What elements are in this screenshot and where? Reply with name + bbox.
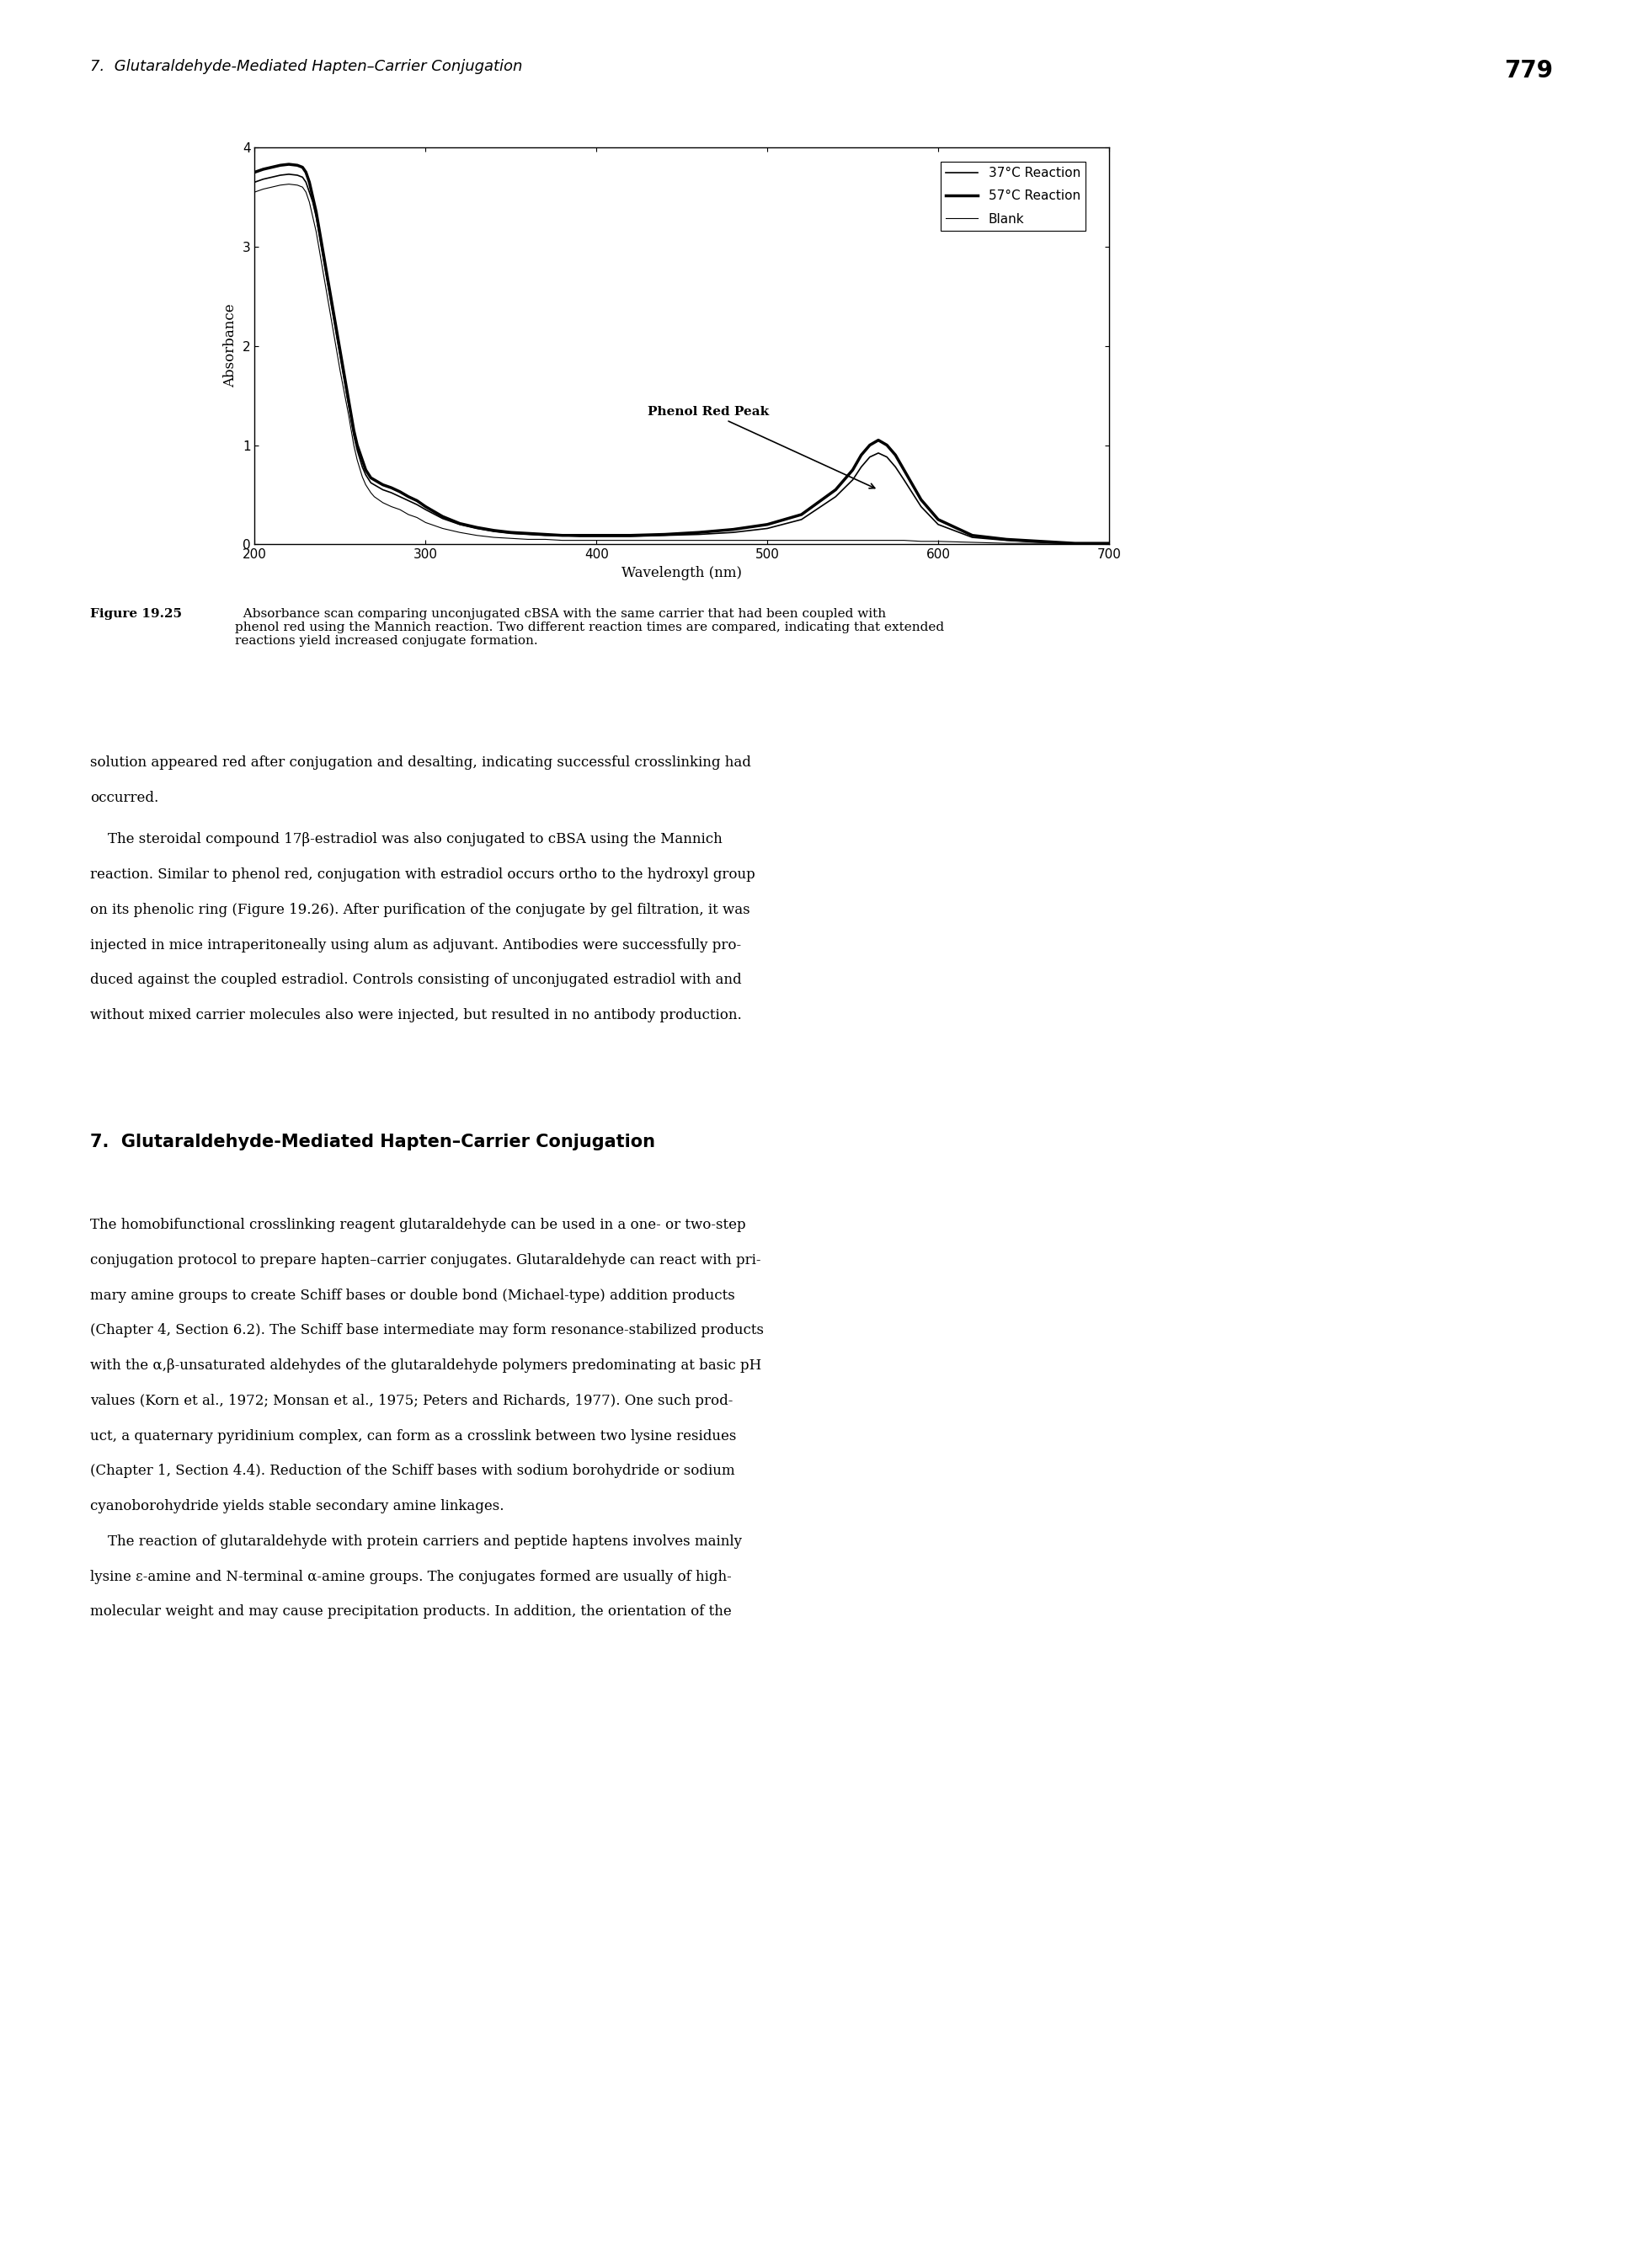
Text: occurred.: occurred.: [90, 789, 159, 805]
Text: 779: 779: [1503, 59, 1553, 82]
Text: injected in mice intraperitoneally using alum as adjuvant. Antibodies were succe: injected in mice intraperitoneally using…: [90, 939, 741, 953]
Text: 7.  Glutaraldehyde-Mediated Hapten–Carrier Conjugation: 7. Glutaraldehyde-Mediated Hapten–Carrie…: [90, 59, 522, 75]
Text: reaction. Similar to phenol red, conjugation with estradiol occurs ortho to the : reaction. Similar to phenol red, conjuga…: [90, 866, 756, 882]
Text: (Chapter 4, Section 6.2). The Schiff base intermediate may form resonance-stabil: (Chapter 4, Section 6.2). The Schiff bas…: [90, 1325, 764, 1338]
Text: duced against the coupled estradiol. Controls consisting of unconjugated estradi: duced against the coupled estradiol. Con…: [90, 973, 743, 987]
Text: with the α,β-unsaturated aldehydes of the glutaraldehyde polymers predominating : with the α,β-unsaturated aldehydes of th…: [90, 1359, 762, 1372]
Text: values (Korn et al., 1972; Monsan et al., 1975; Peters and Richards, 1977). One : values (Korn et al., 1972; Monsan et al.…: [90, 1393, 733, 1408]
Text: solution appeared red after conjugation and desalting, indicating successful cro: solution appeared red after conjugation …: [90, 755, 751, 769]
Text: conjugation protocol to prepare hapten–carrier conjugates. Glutaraldehyde can re: conjugation protocol to prepare hapten–c…: [90, 1252, 761, 1268]
X-axis label: Wavelength (nm): Wavelength (nm): [621, 565, 743, 581]
Text: on its phenolic ring (Figure 19.26). After purification of the conjugate by gel : on its phenolic ring (Figure 19.26). Aft…: [90, 903, 751, 916]
Text: 7.  Glutaraldehyde-Mediated Hapten–Carrier Conjugation: 7. Glutaraldehyde-Mediated Hapten–Carrie…: [90, 1134, 656, 1150]
Text: uct, a quaternary pyridinium complex, can form as a crosslink between two lysine: uct, a quaternary pyridinium complex, ca…: [90, 1429, 736, 1442]
Text: mary amine groups to create Schiff bases or double bond (Michael-type) addition : mary amine groups to create Schiff bases…: [90, 1288, 734, 1302]
Text: (Chapter 1, Section 4.4). Reduction of the Schiff bases with sodium borohydride : (Chapter 1, Section 4.4). Reduction of t…: [90, 1465, 734, 1479]
Text: The homobifunctional crosslinking reagent glutaraldehyde can be used in a one- o: The homobifunctional crosslinking reagen…: [90, 1218, 746, 1232]
Text: lysine ε-amine and N-terminal α-amine groups. The conjugates formed are usually : lysine ε-amine and N-terminal α-amine gr…: [90, 1569, 731, 1583]
Text: Phenol Red Peak: Phenol Red Peak: [647, 406, 874, 488]
Text: without mixed carrier molecules also were injected, but resulted in no antibody : without mixed carrier molecules also wer…: [90, 1007, 743, 1023]
Text: Absorbance scan comparing unconjugated cBSA with the same carrier that had been : Absorbance scan comparing unconjugated c…: [235, 608, 945, 646]
Text: Figure 19.25: Figure 19.25: [90, 608, 182, 619]
Text: The reaction of glutaraldehyde with protein carriers and peptide haptens involve: The reaction of glutaraldehyde with prot…: [90, 1535, 743, 1549]
Text: molecular weight and may cause precipitation products. In addition, the orientat: molecular weight and may cause precipita…: [90, 1606, 731, 1619]
Y-axis label: Absorbance: Absorbance: [223, 304, 238, 388]
Text: cyanoborohydride yields stable secondary amine linkages.: cyanoborohydride yields stable secondary…: [90, 1499, 504, 1513]
Legend: 37°C Reaction, 57°C Reaction, Blank: 37°C Reaction, 57°C Reaction, Blank: [941, 161, 1086, 231]
Text: The steroidal compound 17β-estradiol was also conjugated to cBSA using the Manni: The steroidal compound 17β-estradiol was…: [90, 832, 723, 846]
